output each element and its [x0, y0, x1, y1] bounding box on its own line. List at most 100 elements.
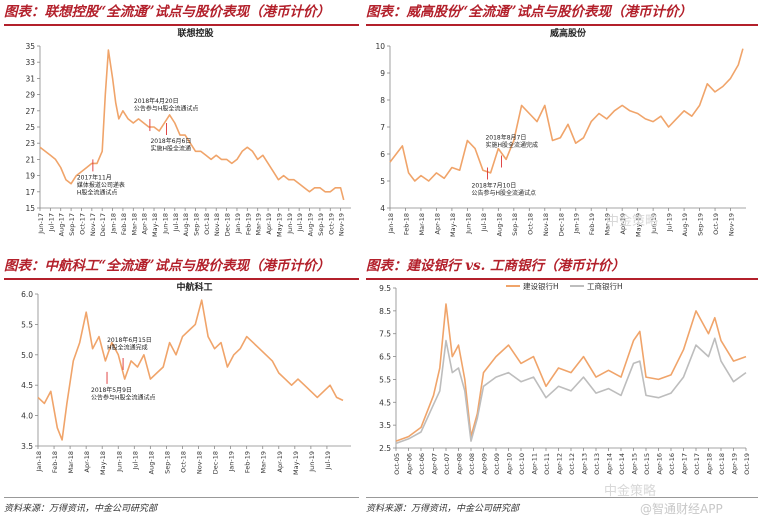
x-tick-label: Oct-19	[327, 213, 335, 235]
x-tick-label: May-18	[99, 451, 107, 475]
panel-title: 图表：中航科工“全流通”试点与股价表现（港币计价）	[4, 256, 359, 280]
x-tick-label: Oct-16	[668, 453, 676, 475]
x-tick-label: Nov-17	[89, 213, 97, 236]
x-tick-label: Oct-11	[543, 453, 551, 475]
x-tick-label: Sep-19	[697, 213, 705, 236]
x-tick-label: Oct-09	[493, 453, 501, 475]
y-tick-label: 9.5	[379, 284, 391, 293]
legend-label: 工商银行H	[587, 281, 623, 291]
panel-lenovo: 图表：联想控股“全流通”试点与股价表现（港币计价） 联想控股 15 17 19 21 23…	[4, 2, 359, 252]
x-tick-label: Aug-18	[182, 213, 190, 236]
x-tick-label: Jul-18	[131, 451, 139, 470]
x-tick-label: Oct-13	[593, 453, 601, 475]
x-tick-label: Apr-06	[406, 453, 414, 474]
x-tick-label: Feb-18	[120, 213, 128, 235]
y-tick-label: 7	[380, 123, 385, 132]
x-tick-label: Apr-16	[656, 453, 664, 474]
series-line-中航科工	[37, 299, 344, 441]
annotation-text: 2018年8月7日实施H股全流通完成	[485, 134, 538, 150]
x-tick-label: Jul-18	[172, 213, 180, 232]
x-tick-label: May-18	[449, 213, 457, 237]
x-tick-label: Oct-18	[718, 453, 726, 475]
x-tick-label: Oct-17	[693, 453, 701, 475]
chart-weigao: 威高股份 4 5 6 7 8 9 10 Jan-18 Feb-18 Mar-18 Apr-18 May-…	[375, 27, 746, 237]
x-tick-label: Oct-17	[78, 213, 86, 235]
watermark-app: @智通财经APP	[640, 502, 723, 516]
y-tick-label: 8.5	[379, 307, 391, 316]
x-tick-label: Oct-10	[518, 453, 526, 475]
y-tick-label: 3.5	[21, 442, 33, 451]
source-divider	[4, 497, 359, 498]
y-tick-label: 7.5	[379, 330, 391, 339]
x-tick-label: Oct-19	[743, 453, 751, 475]
panel-avic: 图表：中航科工“全流通”试点与股价表现（港币计价） 中航科工 3.5 4.0 4.5 5…	[4, 256, 359, 518]
x-tick-label: Aug-19	[681, 213, 689, 236]
annotation-text: 2018年6月6日实施H股全流通	[150, 137, 191, 153]
y-tick-label: 5.0	[21, 351, 33, 360]
x-tick-label: Oct-18	[179, 451, 187, 473]
y-tick-label: 17	[25, 188, 35, 197]
chart-avic: 中航科工 3.5 4.0 4.5 5.0 5.5 6.0 Jan-18 Feb-18 Mar-18…	[21, 281, 351, 475]
x-tick-label: Apr-18	[706, 453, 714, 474]
source-text: 资料来源：万得资讯，中金公司研究部	[366, 504, 520, 514]
x-tick-label: Jun-18	[115, 451, 123, 473]
x-tick-label: Jun-18	[464, 213, 472, 235]
y-tick-label: 19	[25, 172, 35, 181]
x-tick-label: Jan-19	[228, 451, 236, 473]
annotation-text: 2018年4月20日公告参与H股全流通试点	[134, 97, 199, 113]
y-tick-label: 5.5	[379, 375, 391, 384]
series-line-威高股份	[389, 48, 744, 182]
x-tick-label: Jul-17	[47, 213, 55, 232]
x-tick-label: Apr-14	[606, 453, 614, 474]
x-tick-label: Apr-07	[431, 453, 439, 474]
x-tick-label: Jun-19	[650, 213, 658, 235]
x-tick-label: Sep-17	[68, 213, 76, 236]
x-tick-label: Nov-18	[542, 213, 550, 236]
x-tick-label: Oct-12	[568, 453, 576, 475]
x-tick-label: Apr-19	[731, 453, 739, 474]
x-tick-label: Oct-15	[643, 453, 651, 475]
x-tick-label: Feb-19	[588, 213, 596, 235]
watermark-top: 中金策略	[606, 214, 659, 229]
x-tick-label: Apr-11	[531, 453, 539, 474]
x-tick-label: Mar-18	[418, 213, 426, 235]
annotation-text: 2018年7月10日公告参与H股全流通试点	[472, 182, 537, 198]
y-tick-label: 23	[25, 139, 35, 148]
x-tick-label: Apr-13	[581, 453, 589, 474]
x-tick-label: Mar-18	[130, 213, 138, 235]
x-tick-label: Oct-08	[468, 453, 476, 475]
y-tick-label: 27	[25, 107, 35, 116]
x-tick-label: Apr-15	[631, 453, 639, 474]
panel-title: 图表：联想控股“全流通”试点与股价表现（港币计价）	[4, 2, 359, 26]
x-tick-label: Mar-19	[255, 213, 263, 235]
watermark-bottom: 中金策略	[604, 484, 657, 499]
y-tick-label: 3.5	[379, 421, 391, 430]
x-tick-label: Nov-19	[338, 213, 346, 236]
x-tick-label: May-18	[151, 213, 159, 237]
x-tick-label: Jan-19	[573, 213, 581, 235]
source-divider	[366, 497, 758, 498]
x-tick-label: Jun-17	[37, 213, 45, 235]
x-tick-label: Jul-19	[324, 451, 332, 470]
y-tick-label: 8	[380, 96, 385, 105]
x-tick-label: Jun-19	[308, 451, 316, 473]
x-tick-label: Nov-19	[728, 213, 736, 236]
x-tick-label: Nov-18	[213, 213, 221, 236]
source-text: 资料来源：万得资讯，中金公司研究部	[4, 504, 158, 514]
x-tick-label: Aug-19	[307, 213, 315, 236]
x-tick-label: Dec-18	[557, 213, 565, 236]
x-tick-label: Apr-19	[265, 213, 273, 234]
series-line-建设银行H	[395, 303, 747, 442]
y-tick-label: 4.5	[379, 398, 391, 407]
chart-banks: 2.5 3.5 4.5 5.5 6.5 7.5 8.5 9.5 Oct-05 Apr-06 Oct-…	[379, 281, 751, 475]
x-tick-label: Jun-18	[161, 213, 169, 235]
x-tick-label: Jul-18	[480, 213, 488, 232]
panel-title: 图表：威高股份“全流通”试点与股价表现（港币计价）	[366, 2, 758, 26]
x-tick-label: Feb-18	[51, 451, 59, 473]
y-tick-label: 4.0	[21, 412, 33, 421]
x-tick-label: Mar-19	[260, 451, 268, 473]
y-tick-label: 31	[25, 74, 35, 83]
x-tick-label: May-19	[275, 213, 283, 237]
x-tick-label: Dec-17	[99, 213, 107, 236]
y-tick-label: 4	[380, 204, 385, 213]
